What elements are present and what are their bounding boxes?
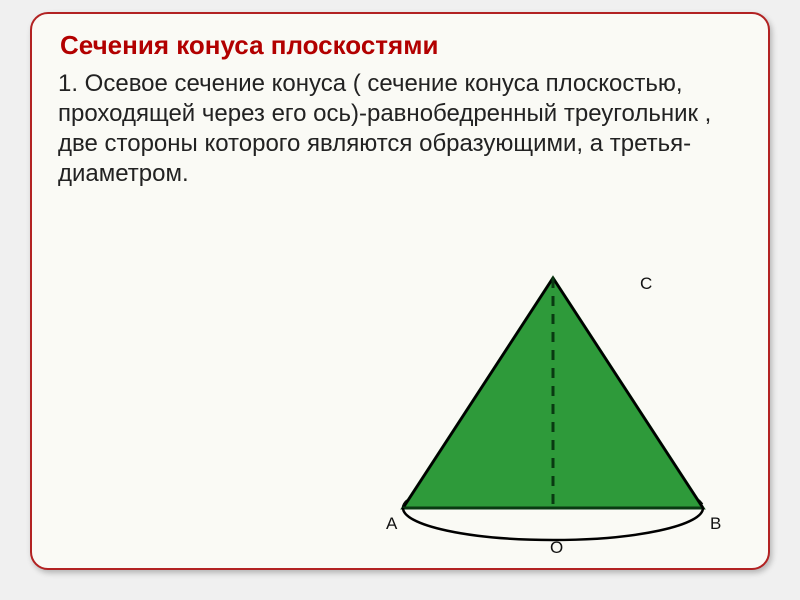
content-card: Сечения конуса плоскостями 1. Осевое сеч… (30, 12, 770, 570)
vertex-label-c: С (640, 274, 652, 294)
base-ellipse-front (403, 508, 703, 540)
slide-body: 1. Осевое сечение конуса ( сечение конус… (58, 69, 742, 189)
slide: Сечения конуса плоскостями 1. Осевое сеч… (0, 0, 800, 600)
slide-title: Сечения конуса плоскостями (60, 30, 746, 61)
cone-svg (368, 260, 738, 560)
vertex-label-o: О (550, 538, 563, 558)
cone-figure: А В С О (368, 260, 738, 560)
vertex-label-a: А (386, 514, 397, 534)
vertex-label-b: В (710, 514, 721, 534)
